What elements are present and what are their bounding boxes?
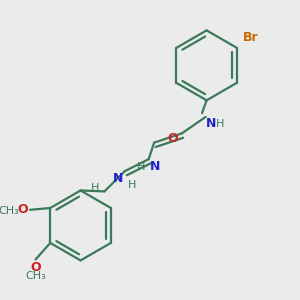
Text: N: N <box>150 160 160 173</box>
Text: O: O <box>167 131 178 145</box>
Text: N: N <box>112 172 123 185</box>
Text: N: N <box>206 117 216 130</box>
Text: CH₃: CH₃ <box>0 206 19 216</box>
Text: Br: Br <box>242 31 258 44</box>
Text: H: H <box>136 162 145 172</box>
Text: O: O <box>30 261 41 274</box>
Text: CH₃: CH₃ <box>25 272 46 281</box>
Text: H: H <box>128 180 136 190</box>
Text: H: H <box>216 119 224 129</box>
Text: O: O <box>18 203 28 216</box>
Text: H: H <box>91 183 99 193</box>
